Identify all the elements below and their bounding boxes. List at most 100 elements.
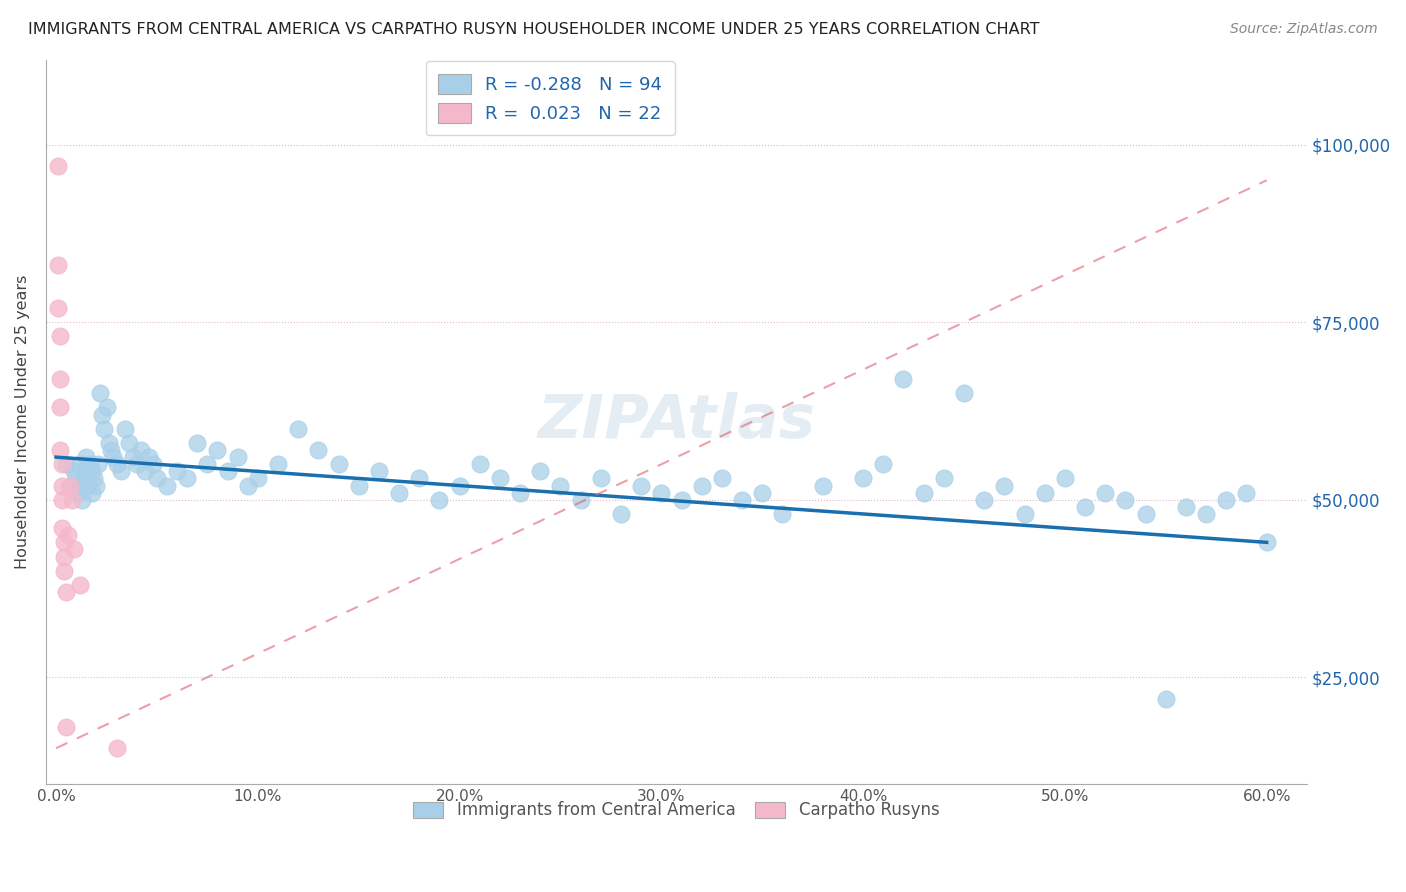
Point [217, 464, 239, 478]
Point [63, 464, 86, 478]
Point [146, 471, 169, 485]
Point [134, 464, 156, 478]
Point [267, 457, 290, 471]
Point [408, 471, 430, 485]
Point [550, 478, 572, 492]
Point [630, 478, 652, 492]
Point [55, 457, 77, 471]
Point [65, 471, 87, 485]
Point [53, 564, 76, 578]
Point [770, 507, 793, 521]
Point [347, 478, 370, 492]
Point [73, 464, 96, 478]
Point [67, 485, 90, 500]
Point [51, 457, 73, 471]
Point [449, 478, 471, 492]
Point [114, 422, 136, 436]
Point [97, 436, 120, 450]
Y-axis label: Householder Income Under 25 years: Householder Income Under 25 years [15, 275, 30, 569]
Point [166, 464, 188, 478]
Point [79, 457, 101, 471]
Point [610, 507, 633, 521]
Point [53, 535, 76, 549]
Point [1074, 500, 1097, 514]
Point [82, 485, 104, 500]
Point [811, 478, 834, 492]
Point [129, 443, 152, 458]
Point [1256, 535, 1278, 549]
Point [121, 450, 143, 465]
Point [56, 528, 79, 542]
Point [87, 457, 110, 471]
Point [51, 478, 73, 492]
Point [75, 450, 97, 465]
Point [86, 478, 108, 492]
Point [367, 464, 389, 478]
Point [105, 741, 128, 756]
Point [468, 457, 491, 471]
Point [1094, 485, 1116, 500]
Point [589, 471, 612, 485]
Point [110, 464, 132, 478]
Point [60, 492, 83, 507]
Point [852, 471, 875, 485]
Point [51, 492, 73, 507]
Point [82, 464, 104, 478]
Point [307, 443, 329, 458]
Point [105, 457, 128, 471]
Point [118, 436, 141, 450]
Point [1053, 471, 1076, 485]
Point [46, 159, 69, 173]
Point [529, 464, 551, 478]
Point [69, 578, 91, 592]
Point [236, 478, 259, 492]
Text: IMMIGRANTS FROM CENTRAL AMERICA VS CARPATHO RUSYN HOUSEHOLDER INCOME UNDER 25 YE: IMMIGRANTS FROM CENTRAL AMERICA VS CARPA… [28, 22, 1039, 37]
Point [49, 329, 72, 343]
Point [176, 471, 198, 485]
Point [287, 422, 309, 436]
Point [671, 492, 693, 507]
Point [893, 372, 915, 386]
Point [156, 478, 179, 492]
Point [1135, 507, 1157, 521]
Point [953, 386, 976, 401]
Point [49, 443, 72, 458]
Point [690, 478, 713, 492]
Point [77, 478, 100, 492]
Point [489, 471, 512, 485]
Point [429, 492, 451, 507]
Point [650, 485, 672, 500]
Point [55, 585, 77, 599]
Point [388, 485, 411, 500]
Point [973, 492, 995, 507]
Point [872, 457, 894, 471]
Point [1114, 492, 1136, 507]
Point [710, 471, 733, 485]
Text: ZIPAtlas: ZIPAtlas [537, 392, 815, 451]
Point [49, 372, 72, 386]
Point [125, 457, 148, 471]
Point [101, 450, 124, 465]
Point [93, 422, 115, 436]
Point [51, 521, 73, 535]
Point [142, 457, 165, 471]
Point [1215, 492, 1237, 507]
Point [96, 401, 118, 415]
Point [49, 401, 72, 415]
Point [207, 443, 229, 458]
Point [751, 485, 773, 500]
Point [59, 478, 82, 492]
Point [72, 492, 94, 507]
Point [197, 457, 219, 471]
Point [83, 471, 105, 485]
Point [55, 720, 77, 734]
Point [46, 259, 69, 273]
Point [328, 457, 350, 471]
Point [226, 450, 249, 465]
Point [100, 443, 122, 458]
Point [1033, 485, 1056, 500]
Point [72, 478, 94, 492]
Point [91, 408, 114, 422]
Point [63, 542, 86, 557]
Point [75, 471, 97, 485]
